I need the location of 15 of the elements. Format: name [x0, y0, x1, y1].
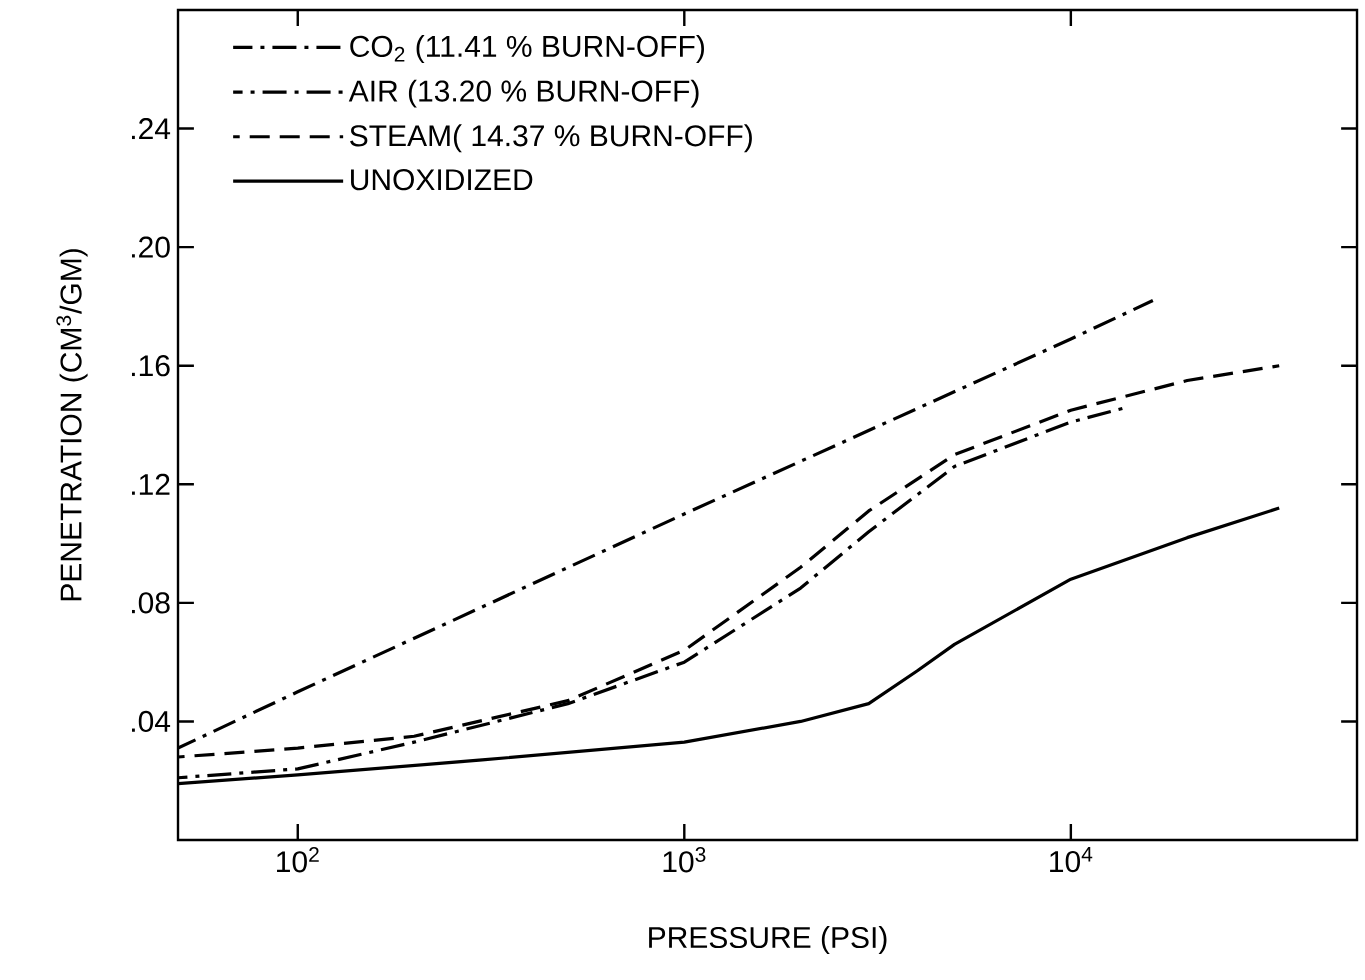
- y-tick-label: .24: [132, 118, 171, 140]
- x-tick-label: 10$^{3}$: [663, 847, 706, 873]
- y-tick-label: .08: [132, 592, 170, 614]
- legend-label: STEAM( 14.37 % BURN-OFF): [350, 124, 752, 153]
- y-tick-label: .20: [132, 236, 170, 258]
- y-axis-title: PENETRATION (CM$^{3}$/GM): [56, 249, 88, 601]
- y-tick-label: .12: [132, 473, 170, 495]
- y-tick-label: .16: [132, 355, 170, 377]
- x-tick-label: 10$^{4}$: [1050, 847, 1093, 873]
- x-axis-title: PRESSURE (PSI): [649, 926, 887, 955]
- legend-label: UNOXIDIZED: [351, 169, 533, 191]
- x-tick-label: 10$^{2}$: [277, 847, 319, 873]
- legend-label: CO$_{2}$ (11.41 % BURN-OFF): [350, 34, 704, 63]
- legend-label: AIR (13.20 % BURN-OFF): [348, 79, 699, 108]
- y-tick-label: .04: [132, 710, 171, 733]
